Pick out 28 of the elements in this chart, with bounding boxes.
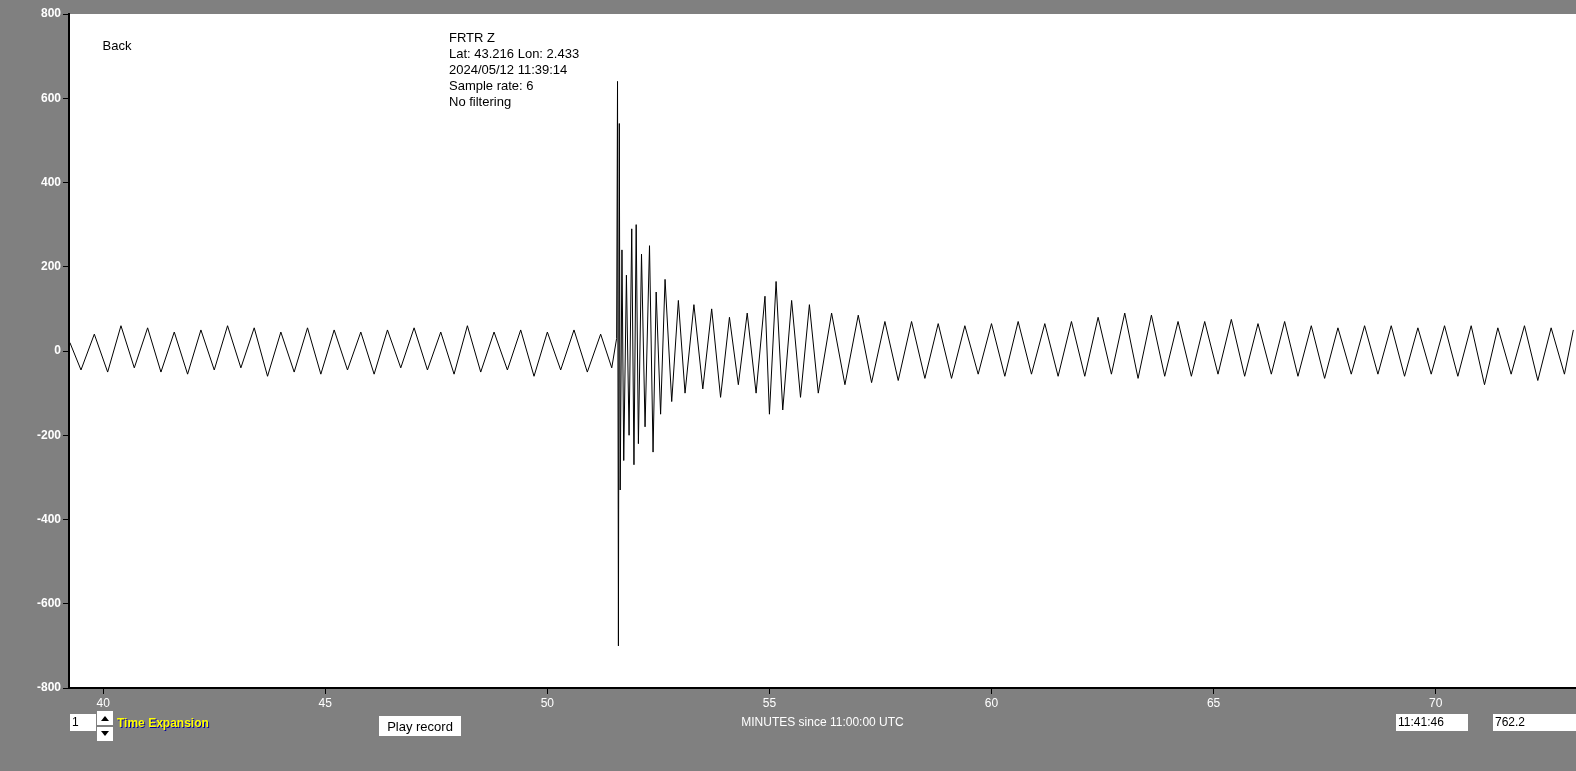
text: 762.2 xyxy=(1493,714,1576,731)
y-tick-label: 600 xyxy=(40,90,62,105)
y-tick-label: -200 xyxy=(36,427,62,442)
y-tick-label: 400 xyxy=(40,174,62,189)
y-tick-label: 0 xyxy=(54,343,62,358)
text: Play record xyxy=(379,716,461,736)
y-tick-label: 800 xyxy=(40,6,62,21)
annotation: Back xyxy=(86,30,148,61)
x-tick-label: 60 xyxy=(984,695,999,710)
annotation: Sample rate: 6 xyxy=(449,78,534,93)
y-tick-label: -600 xyxy=(36,596,62,611)
text: 1 xyxy=(70,714,96,731)
text: Time Expansion xyxy=(117,716,209,730)
x-tick-label: 40 xyxy=(96,695,111,710)
y-tick-label: -400 xyxy=(36,511,62,526)
annotation: Lat: 43.216 Lon: 2.433 xyxy=(449,46,580,61)
x-tick-label: 65 xyxy=(1206,695,1221,710)
x-tick-label: 50 xyxy=(540,695,555,710)
x-tick-label: 45 xyxy=(318,695,333,710)
annotation: No filtering xyxy=(449,94,512,109)
text: 11:41:46 xyxy=(1396,714,1468,731)
x-axis-title: MINUTES since 11:00:00 UTC xyxy=(741,715,905,730)
y-tick-label: -800 xyxy=(36,680,62,695)
y-tick-label: 200 xyxy=(40,259,62,274)
x-tick-label: 70 xyxy=(1428,695,1443,710)
annotation: 2024/05/12 11:39:14 xyxy=(449,62,568,77)
annotation: FRTR Z xyxy=(449,30,495,45)
x-tick-label: 55 xyxy=(762,695,777,710)
